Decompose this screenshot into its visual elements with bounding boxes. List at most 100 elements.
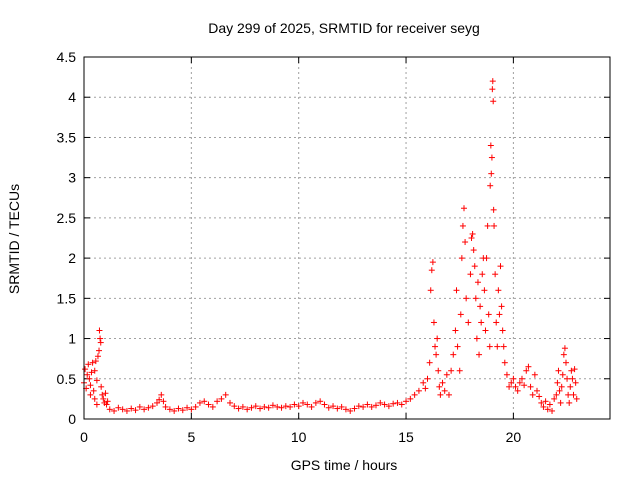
data-point (257, 405, 264, 412)
plot-frame (83, 56, 611, 420)
data-point (420, 379, 427, 386)
y-axis-label: SRMTID / TECUs (6, 184, 22, 294)
data-point (435, 367, 442, 374)
data-point (510, 375, 517, 382)
y-tick-label: 4 (68, 89, 76, 105)
data-point (514, 387, 521, 394)
data-point (489, 78, 496, 85)
data-point (523, 367, 530, 374)
data-point (104, 398, 111, 405)
data-point (453, 287, 460, 294)
data-point (531, 371, 538, 378)
data-point (457, 311, 464, 318)
data-point (551, 395, 558, 402)
data-point (427, 287, 434, 294)
data-point (252, 403, 259, 410)
data-point (96, 347, 103, 354)
y-tick-label: 3 (68, 170, 76, 186)
data-point (403, 398, 410, 405)
data-point (162, 403, 169, 410)
data-point (261, 403, 268, 410)
y-tick-label: 0 (68, 411, 76, 427)
data-point (274, 403, 281, 410)
data-point (437, 391, 444, 398)
data-point (415, 387, 422, 394)
data-point (355, 403, 362, 410)
data-point (160, 398, 167, 405)
data-point (483, 255, 490, 262)
data-point (398, 401, 405, 408)
data-point (372, 402, 379, 409)
data-point (334, 405, 341, 412)
data-point (501, 359, 508, 366)
data-point (360, 403, 367, 410)
data-point (461, 205, 468, 212)
data-point (88, 369, 95, 376)
y-tick-label: 4.5 (57, 49, 77, 65)
y-tick-label: 1 (68, 331, 76, 347)
data-point (540, 403, 547, 410)
data-point (119, 406, 126, 413)
data-point (86, 375, 93, 382)
data-point (562, 359, 569, 366)
data-point (484, 222, 491, 229)
data-point (454, 343, 461, 350)
data-point (521, 382, 528, 389)
data-point (485, 311, 492, 318)
data-point (443, 371, 450, 378)
data-point (141, 406, 148, 413)
data-point (456, 367, 463, 374)
data-point (407, 395, 414, 402)
data-point (291, 401, 298, 408)
data-point (445, 391, 452, 398)
data-point (554, 379, 561, 386)
data-point (84, 371, 91, 378)
data-point (436, 383, 443, 390)
data-series (81, 78, 580, 414)
data-point (123, 407, 130, 414)
x-tick-label: 10 (291, 429, 307, 445)
data-point (424, 375, 431, 382)
data-point (567, 383, 574, 390)
data-point (205, 401, 212, 408)
data-point (128, 405, 135, 412)
data-point (304, 401, 311, 408)
data-point (92, 358, 99, 365)
data-point (487, 182, 494, 189)
data-point (97, 335, 104, 342)
data-point (377, 399, 384, 406)
data-point (96, 327, 103, 334)
data-point (560, 351, 567, 358)
data-point (422, 385, 429, 392)
data-point (518, 375, 525, 382)
data-point (90, 387, 97, 394)
data-point (525, 363, 532, 370)
data-point (269, 402, 276, 409)
data-point (497, 263, 504, 270)
data-point (565, 391, 572, 398)
data-point (239, 403, 246, 410)
data-point (559, 371, 566, 378)
data-point (317, 398, 324, 405)
data-point (97, 339, 104, 346)
data-point (486, 343, 493, 350)
data-point (527, 383, 534, 390)
data-point (325, 404, 332, 411)
data-point (330, 403, 337, 410)
data-point (478, 319, 485, 326)
data-point (85, 361, 92, 368)
data-point (452, 327, 459, 334)
data-point (394, 399, 401, 406)
data-point (278, 404, 285, 411)
data-point (470, 247, 477, 254)
data-point (450, 351, 457, 358)
data-point (536, 393, 543, 400)
data-point (469, 230, 476, 237)
data-point (481, 287, 488, 294)
data-point (494, 343, 501, 350)
data-point (347, 407, 354, 414)
data-point (538, 399, 545, 406)
data-point (94, 353, 101, 360)
data-point (156, 396, 163, 403)
data-point (487, 142, 494, 149)
